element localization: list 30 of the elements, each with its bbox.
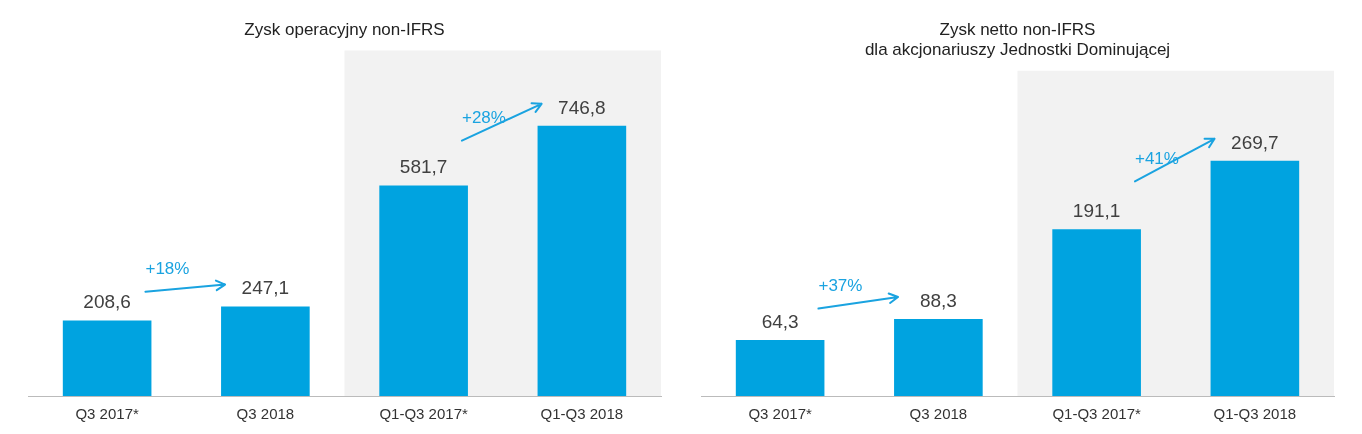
data-label: 581,7 — [399, 156, 448, 178]
bar — [1210, 160, 1300, 396]
x-tick-label: Q3 2018 — [236, 405, 295, 423]
annotation: +41% — [1134, 148, 1179, 168]
x-tick-label: Q1-Q3 2017* — [1052, 405, 1141, 423]
bar — [1052, 229, 1141, 396]
x-tick-label: Q3 2017* — [75, 405, 139, 423]
data-label: 746,8 — [558, 96, 606, 118]
x-tick-label: Q1-Q3 2017* — [379, 405, 468, 423]
bar — [62, 320, 152, 396]
bar — [894, 319, 983, 396]
x-tick-label: Q1-Q3 2018 — [540, 405, 624, 423]
data-label: 191,1 — [1072, 200, 1121, 222]
data-label: 208,6 — [83, 291, 131, 313]
data-label: 88,3 — [919, 289, 957, 311]
annotation: +18% — [145, 258, 190, 278]
data-label: 247,1 — [241, 277, 290, 299]
chart-title: Zysk netto non-IFRS dla akcjonariuszy Jednostki Dominującej — [864, 19, 1171, 60]
x-tick-label: Q3 2017* — [748, 405, 812, 423]
bar — [221, 306, 310, 396]
data-label: 64,3 — [761, 310, 799, 332]
x-tick-label: Q3 2018 — [909, 405, 968, 423]
bar — [379, 185, 468, 396]
bar — [537, 125, 627, 396]
bar — [735, 339, 825, 396]
annotation: +37% — [818, 275, 863, 295]
data-label: 269,7 — [1231, 131, 1279, 153]
chart-title: Zysk operacyjny non-IFRS — [244, 19, 445, 39]
annotation: +28% — [461, 107, 506, 127]
x-tick-label: Q1-Q3 2018 — [1213, 405, 1297, 423]
